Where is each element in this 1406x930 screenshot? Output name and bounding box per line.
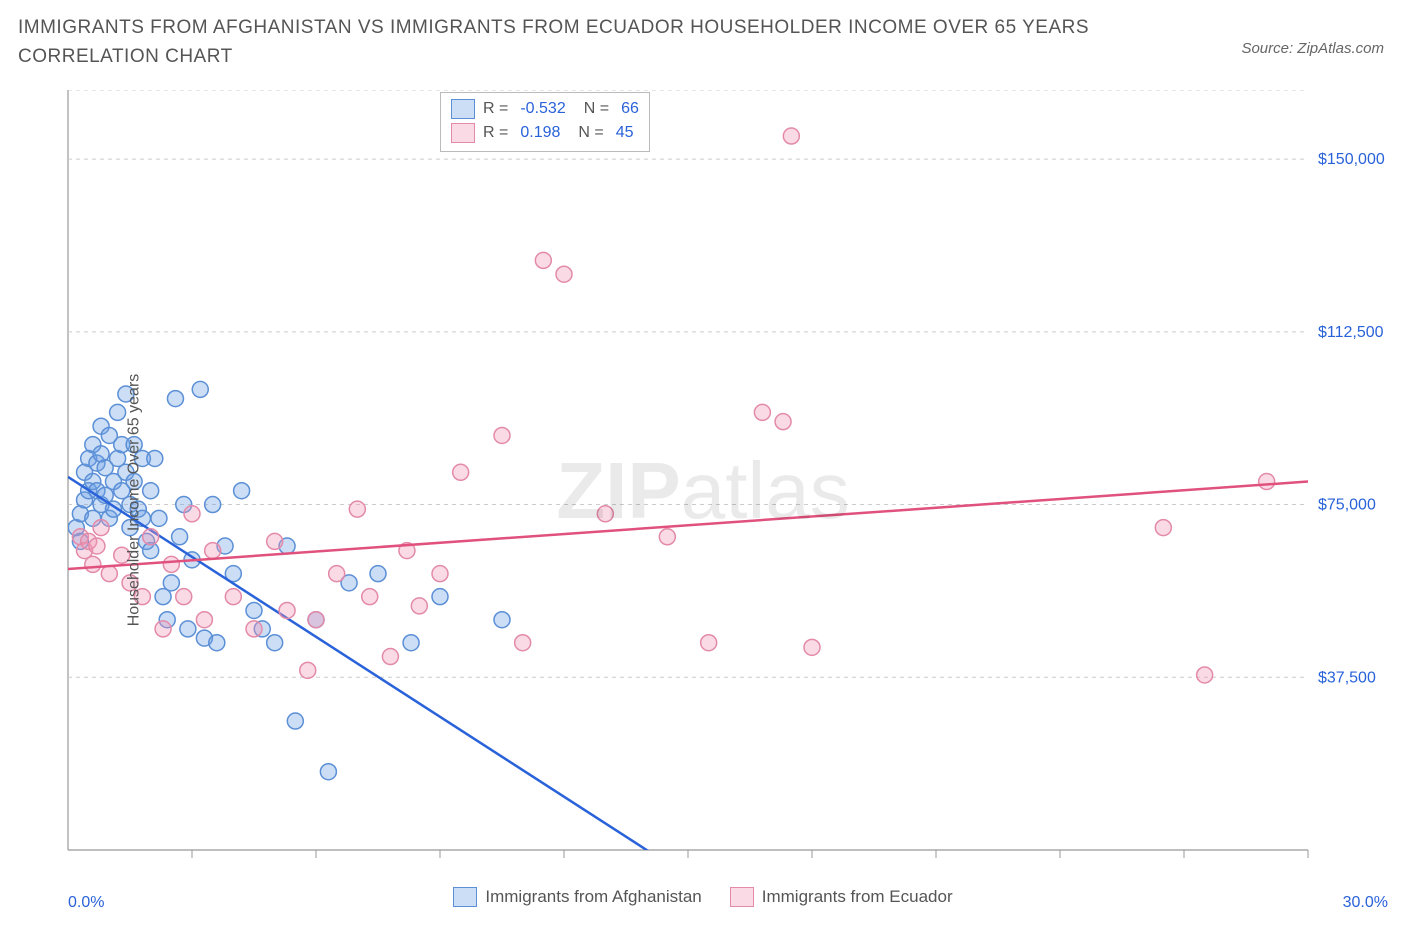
stat-r-label: R = — [483, 121, 508, 145]
data-point — [783, 128, 799, 144]
data-point — [180, 621, 196, 637]
data-point — [362, 589, 378, 605]
data-point — [701, 635, 717, 651]
data-point — [804, 639, 820, 655]
data-point — [432, 589, 448, 605]
data-point — [411, 598, 427, 614]
chart-title: IMMIGRANTS FROM AFGHANISTAN VS IMMIGRANT… — [18, 14, 1118, 71]
data-point — [1197, 667, 1213, 683]
data-point — [85, 556, 101, 572]
stat-n-label: N = — [584, 97, 609, 121]
data-point — [329, 566, 345, 582]
data-point — [93, 520, 109, 536]
stat-r-value: -0.532 — [520, 97, 565, 121]
data-point — [155, 621, 171, 637]
legend-swatch — [451, 99, 475, 119]
data-point — [192, 381, 208, 397]
data-point — [176, 589, 192, 605]
data-point — [205, 543, 221, 559]
data-point — [494, 427, 510, 443]
data-point — [1155, 520, 1171, 536]
x-axis-min-label: 0.0% — [68, 894, 104, 912]
stats-row-ecuador: R = 0.198 N = 45 — [451, 121, 639, 145]
trend-line-dash-afghanistan — [647, 850, 750, 890]
data-point — [659, 529, 675, 545]
data-point — [196, 612, 212, 628]
data-point — [1259, 474, 1275, 490]
stats-legend: R = -0.532 N = 66 R = 0.198 N = 45 — [440, 92, 650, 152]
data-point — [205, 497, 221, 513]
data-point — [300, 662, 316, 678]
data-point — [172, 529, 188, 545]
legend-item-ecuador: Immigrants from Ecuador — [730, 887, 953, 907]
series-legend: Immigrants from Afghanistan Immigrants fr… — [18, 887, 1388, 912]
stat-r-value: 0.198 — [520, 121, 560, 145]
scatter-chart: $37,500 $75,000 $112,500 $150,000 — [18, 90, 1388, 890]
legend-swatch — [451, 123, 475, 143]
data-point — [267, 635, 283, 651]
data-point — [267, 533, 283, 549]
x-axis-max-label: 30.0% — [1343, 894, 1388, 912]
stat-n-value: 66 — [621, 97, 639, 121]
data-point — [432, 566, 448, 582]
stat-r-label: R = — [483, 97, 508, 121]
data-point — [225, 589, 241, 605]
legend-label: Immigrants from Ecuador — [762, 887, 953, 907]
data-point — [308, 612, 324, 628]
y-axis-title: Householder Income Over 65 years — [125, 374, 143, 627]
data-point — [754, 404, 770, 420]
data-point — [167, 391, 183, 407]
data-point — [147, 450, 163, 466]
data-point — [494, 612, 510, 628]
data-point — [279, 602, 295, 618]
data-point — [143, 529, 159, 545]
data-point — [209, 635, 225, 651]
legend-swatch — [453, 887, 477, 907]
data-point — [184, 506, 200, 522]
data-point — [110, 404, 126, 420]
data-point — [287, 713, 303, 729]
data-point — [370, 566, 386, 582]
svg-text:$75,000: $75,000 — [1318, 497, 1376, 514]
svg-text:$112,500: $112,500 — [1318, 324, 1384, 341]
legend-item-afghanistan: Immigrants from Afghanistan — [453, 887, 701, 907]
series-afghanistan — [68, 381, 750, 890]
data-point — [349, 501, 365, 517]
data-point — [143, 483, 159, 499]
data-point — [453, 464, 469, 480]
data-point — [556, 266, 572, 282]
data-point — [597, 506, 613, 522]
data-point — [151, 510, 167, 526]
data-point — [89, 538, 105, 554]
chart-container: Householder Income Over 65 years $37,500… — [18, 90, 1388, 910]
svg-text:$37,500: $37,500 — [1318, 669, 1376, 686]
data-point — [382, 649, 398, 665]
data-point — [403, 635, 419, 651]
data-point — [234, 483, 250, 499]
data-point — [246, 621, 262, 637]
data-point — [320, 764, 336, 780]
data-point — [101, 566, 117, 582]
legend-swatch — [730, 887, 754, 907]
svg-text:$150,000: $150,000 — [1318, 151, 1385, 168]
data-point — [775, 414, 791, 430]
legend-label: Immigrants from Afghanistan — [485, 887, 701, 907]
trend-line-ecuador — [68, 482, 1308, 570]
data-point — [535, 252, 551, 268]
data-point — [163, 556, 179, 572]
source-label: Source: ZipAtlas.com — [1241, 40, 1384, 57]
stats-row-afghanistan: R = -0.532 N = 66 — [451, 97, 639, 121]
data-point — [163, 575, 179, 591]
series-ecuador — [68, 128, 1308, 683]
stat-n-value: 45 — [616, 121, 634, 145]
stat-n-label: N = — [578, 121, 603, 145]
data-point — [515, 635, 531, 651]
data-point — [246, 602, 262, 618]
